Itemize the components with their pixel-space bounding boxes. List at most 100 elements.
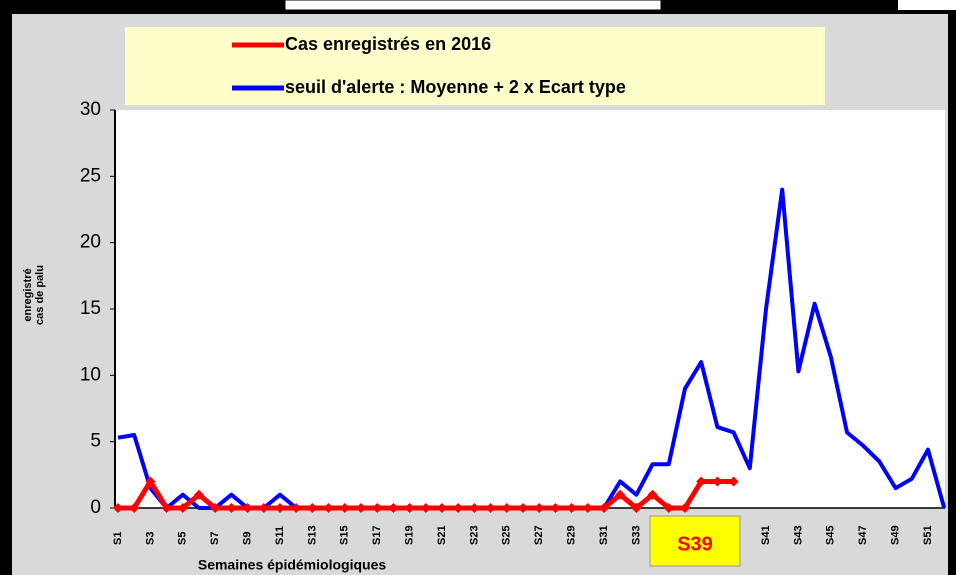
y-tick-label: 10 xyxy=(80,364,101,385)
data-point xyxy=(388,503,399,513)
data-point xyxy=(680,503,690,513)
data-point xyxy=(291,503,302,513)
x-tick-label-group: S49 xyxy=(890,525,902,545)
x-tick-label-group: S9 xyxy=(242,532,254,545)
x-tick-label: S51 xyxy=(922,525,934,545)
x-tick-label: S19 xyxy=(404,525,416,545)
x-tick-label: S21 xyxy=(436,525,448,545)
x-tick-label: S43 xyxy=(792,525,804,545)
y-tick-label: 0 xyxy=(90,497,101,518)
x-tick-label-group: S43 xyxy=(792,525,804,545)
x-tick-label-group: S13 xyxy=(306,525,318,545)
y-axis-label-line: enregistré xyxy=(22,268,34,321)
y-tick-label: 15 xyxy=(80,298,101,319)
data-point xyxy=(307,503,318,513)
data-point xyxy=(534,503,545,513)
x-tick-label-group: S41 xyxy=(760,525,772,545)
x-tick-label-group: S21 xyxy=(436,525,448,545)
x-tick-label: S23 xyxy=(468,525,480,545)
x-tick-label-group: S23 xyxy=(468,525,480,545)
x-tick-label: S9 xyxy=(242,532,254,545)
x-tick-label-group: S1 xyxy=(112,532,124,545)
x-tick-label: S1 xyxy=(112,532,124,545)
data-point xyxy=(728,476,739,487)
data-point xyxy=(518,503,528,513)
x-tick-label-group: S25 xyxy=(501,525,513,545)
x-tick-label: S17 xyxy=(371,525,383,545)
corner-box xyxy=(898,0,956,10)
data-point xyxy=(437,503,447,513)
x-tick-label: S49 xyxy=(890,525,902,545)
data-point xyxy=(161,503,172,513)
y-tick-label: 30 xyxy=(80,99,101,120)
data-point xyxy=(615,489,626,500)
legend-label: seuil d'alerte : Moyenne + 2 x Ecart typ… xyxy=(285,77,626,97)
x-tick-label-group: S47 xyxy=(857,525,869,545)
y-tick-label: 5 xyxy=(90,431,101,452)
y-tick-label: 20 xyxy=(80,232,101,253)
data-point xyxy=(258,503,269,513)
x-tick-label: S7 xyxy=(209,532,221,545)
data-point xyxy=(404,503,415,513)
x-tick-label-group: S15 xyxy=(339,525,351,545)
data-point xyxy=(323,503,334,513)
x-tick-label: S41 xyxy=(760,525,772,545)
annotation-text: S39 xyxy=(677,533,713,555)
data-point xyxy=(275,503,285,513)
data-point xyxy=(696,476,707,487)
data-point xyxy=(501,503,512,513)
x-axis-label: Semaines épidémiologiques xyxy=(198,557,386,573)
y-tick-label: 25 xyxy=(80,165,101,186)
data-point xyxy=(129,503,140,513)
x-tick-label-group: S7 xyxy=(209,532,221,545)
data-point xyxy=(485,503,496,513)
data-point xyxy=(194,489,204,500)
x-tick-label-group: S19 xyxy=(404,525,416,545)
data-point xyxy=(177,503,188,513)
x-tick-label-group: S31 xyxy=(598,525,610,545)
data-point xyxy=(663,503,674,513)
x-tick-label-group: S17 xyxy=(371,525,383,545)
data-point xyxy=(145,476,156,487)
x-tick-label-group: S29 xyxy=(566,525,578,545)
x-tick-label: S27 xyxy=(533,525,545,545)
x-tick-label: S31 xyxy=(598,525,610,545)
data-point xyxy=(113,503,123,513)
x-tick-label-group: S3 xyxy=(144,532,156,545)
data-point xyxy=(242,503,253,513)
x-tick-label: S47 xyxy=(857,525,869,545)
data-point xyxy=(647,489,658,500)
x-tick-label-group: S11 xyxy=(274,526,286,545)
data-point xyxy=(339,503,350,513)
x-tick-label: S25 xyxy=(501,525,513,545)
data-point xyxy=(469,503,480,513)
x-tick-label-group: S33 xyxy=(630,525,642,545)
data-point xyxy=(582,503,593,513)
x-tick-label: S29 xyxy=(566,525,578,545)
data-point xyxy=(550,503,561,513)
title-box xyxy=(284,0,662,11)
data-point xyxy=(712,476,723,487)
x-tick-label: S45 xyxy=(825,525,837,545)
data-point xyxy=(372,503,383,513)
x-tick-label: S33 xyxy=(630,525,642,545)
legend-box xyxy=(125,27,825,105)
data-point xyxy=(210,503,221,513)
x-tick-label-group: S51 xyxy=(922,525,934,545)
data-point xyxy=(420,503,431,513)
plot-area xyxy=(115,110,945,508)
x-tick-label: S13 xyxy=(306,525,318,545)
x-tick-label: S15 xyxy=(339,525,351,545)
x-tick-label-group: S5 xyxy=(177,532,189,545)
annotation-box xyxy=(649,515,741,567)
x-tick-label: S3 xyxy=(144,532,156,545)
data-point xyxy=(453,503,464,513)
data-point xyxy=(356,503,366,513)
legend-label: Cas enregistrés en 2016 xyxy=(285,34,491,54)
data-point xyxy=(631,503,642,513)
data-point xyxy=(226,503,237,513)
data-point xyxy=(566,503,577,513)
data-point xyxy=(599,503,609,513)
